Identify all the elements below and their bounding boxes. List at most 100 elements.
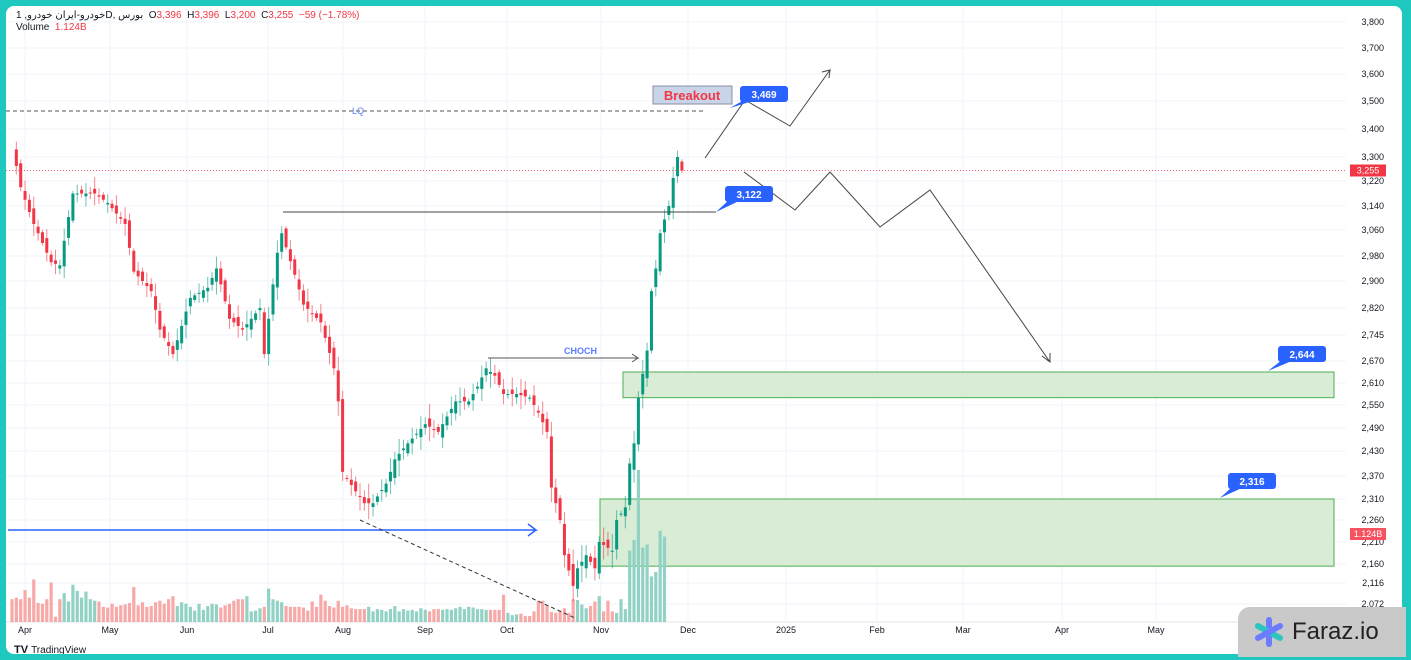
- candle-body: [349, 479, 353, 485]
- candle-body: [136, 270, 140, 277]
- close-value: 3,255: [268, 10, 294, 21]
- lq-label: LQ: [352, 106, 364, 116]
- x-tick-label: Oct: [500, 625, 515, 635]
- volume-bar: [327, 606, 332, 622]
- candle-body: [184, 311, 188, 325]
- x-tick-label: Dec: [680, 625, 697, 635]
- volume-bar: [371, 611, 375, 622]
- candle-body: [288, 249, 292, 262]
- candle-body: [584, 555, 588, 569]
- volume-bar: [662, 536, 667, 622]
- candle-body: [388, 471, 392, 482]
- candle-body: [532, 395, 536, 405]
- volume-bar: [32, 579, 36, 622]
- last-price-tag: [1350, 164, 1386, 177]
- volume-bar: [567, 612, 571, 622]
- candle-body: [201, 290, 205, 298]
- volume-bar: [10, 599, 14, 622]
- volume-bar: [101, 606, 105, 622]
- volume-bar: [593, 601, 597, 622]
- candle-body: [371, 503, 375, 507]
- chart-panel[interactable]: 3,800 3,700 3,600 3,500 3,400 3,300 3,220 3,140…: [6, 6, 1402, 654]
- candle-body: [510, 389, 514, 394]
- x-tick-label: Feb: [869, 625, 885, 635]
- volume-bar: [341, 606, 345, 622]
- tradingview-watermark[interactable]: TV TradingView: [14, 644, 86, 654]
- volume-bar: [349, 608, 353, 622]
- volume-bar: [610, 611, 614, 622]
- candle-body: [428, 418, 432, 427]
- volume-bar: [506, 612, 510, 622]
- candle-body: [228, 304, 231, 319]
- candle-body: [458, 401, 462, 403]
- candle-body: [267, 318, 271, 355]
- volume-bar: [536, 600, 540, 622]
- trendline: [359, 519, 576, 619]
- open-value: 3,396: [156, 10, 182, 21]
- volume-bar: [493, 609, 497, 622]
- volume-bar: [40, 603, 45, 622]
- volume-bar: [471, 607, 475, 622]
- candle-body: [127, 220, 131, 248]
- candle-body: [232, 317, 236, 323]
- volume-bar: [314, 606, 319, 622]
- candle-body: [580, 561, 584, 566]
- candle-body: [280, 233, 284, 252]
- volume-bar: [236, 599, 240, 622]
- candle-body: [562, 523, 566, 556]
- candle-body: [58, 265, 62, 269]
- candle-body: [40, 232, 44, 243]
- volume-bar: [436, 609, 440, 622]
- low-label: L: [224, 10, 231, 21]
- candle-body: [297, 279, 301, 290]
- candle-body: [602, 542, 606, 545]
- volume-bar: [136, 605, 140, 622]
- volume-bar: [310, 601, 314, 622]
- candle-body: [467, 401, 471, 405]
- price-chart[interactable]: 3,800 3,700 3,600 3,500 3,400 3,300 3,220 3,140…: [6, 6, 1402, 654]
- volume-bar: [428, 611, 432, 622]
- volume-bar: [467, 606, 471, 622]
- candle-body: [106, 202, 110, 205]
- candle-body: [132, 250, 136, 272]
- y-tick-label: 2,072: [1361, 599, 1384, 609]
- candle-body: [80, 189, 84, 194]
- y-tick-label: 2,745: [1361, 330, 1384, 340]
- candle-body: [254, 313, 258, 320]
- x-tick-label: Aug: [335, 625, 351, 635]
- candle-body: [423, 424, 427, 428]
- volume-bar: [580, 604, 584, 622]
- candle-body: [258, 308, 262, 311]
- volume-bar: [49, 582, 53, 622]
- volume-bar: [532, 611, 536, 622]
- target-2644-label: 2,644: [1289, 350, 1314, 361]
- volume-bar: [632, 539, 636, 622]
- volume-bar: [153, 602, 158, 622]
- bullish-path: [704, 69, 832, 159]
- target-3469-label: 3,469: [751, 90, 776, 101]
- volume-bar: [267, 588, 271, 622]
- volume-bar: [197, 603, 201, 622]
- candle-body: [567, 553, 571, 571]
- volume-bar: [336, 600, 340, 622]
- volume-bar: [619, 599, 623, 622]
- candle-body: [641, 373, 645, 395]
- y-tick-label: 3,140: [1361, 201, 1384, 211]
- candle-body: [549, 436, 553, 488]
- candle-body: [475, 386, 479, 389]
- volume-bar: [484, 609, 488, 622]
- y-tick-label: 3,500: [1361, 96, 1384, 106]
- candle-body: [636, 397, 640, 445]
- volume-bar: [380, 609, 384, 622]
- volume-bar: [175, 606, 179, 622]
- volume-bar: [19, 599, 23, 622]
- y-tick-label: 3,300: [1361, 152, 1384, 162]
- candle-body: [445, 416, 449, 426]
- volume-value: 1.124B: [54, 22, 87, 33]
- target-2316-box: [1228, 473, 1276, 489]
- volume-bar: [410, 609, 414, 622]
- volume-bar: [149, 606, 153, 622]
- volume-bar: [658, 530, 662, 622]
- candle-body: [75, 193, 79, 195]
- candle-body: [663, 219, 666, 233]
